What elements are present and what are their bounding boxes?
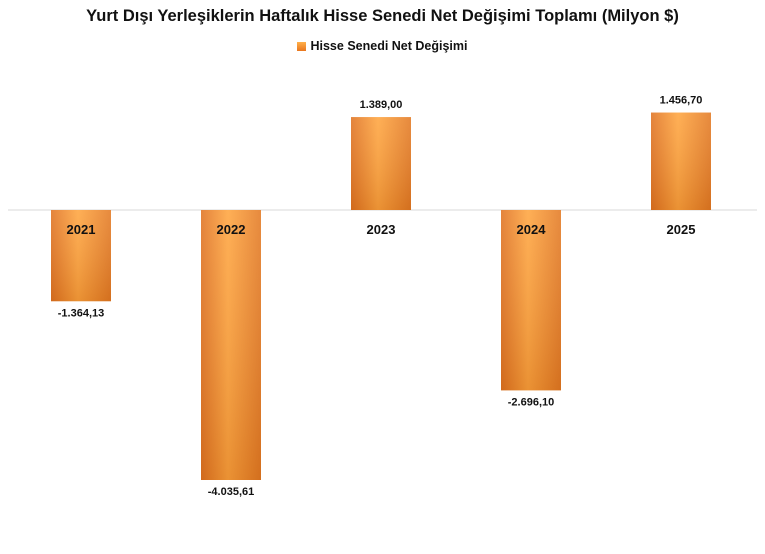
chart-title: Yurt Dışı Yerleşiklerin Haftalık Hisse S… (86, 7, 679, 25)
legend: Hisse Senedi Net Değişimi (0, 39, 765, 53)
value-label-2025: 1.456,70 (660, 95, 703, 107)
bar-shade-2024 (501, 210, 561, 391)
legend-swatch (297, 42, 307, 51)
bar-shade-2022 (201, 210, 261, 480)
category-label-2024: 2024 (517, 222, 547, 237)
value-label-2021: -1.364,13 (58, 307, 104, 319)
bar-shade-2021 (51, 210, 111, 302)
category-label-2023: 2023 (367, 222, 396, 237)
bar-shade-2023 (351, 117, 411, 210)
value-label-2023: 1.389,00 (360, 99, 403, 111)
bar-shade-2025 (651, 112, 711, 210)
category-label-2022: 2022 (217, 222, 246, 237)
legend-label: Hisse Senedi Net Değişimi (310, 39, 468, 53)
value-label-2022: -4.035,61 (208, 486, 254, 498)
category-label-2021: 2021 (67, 222, 96, 237)
value-label-2024: -2.696,10 (508, 396, 554, 408)
category-label-2025: 2025 (667, 222, 696, 237)
